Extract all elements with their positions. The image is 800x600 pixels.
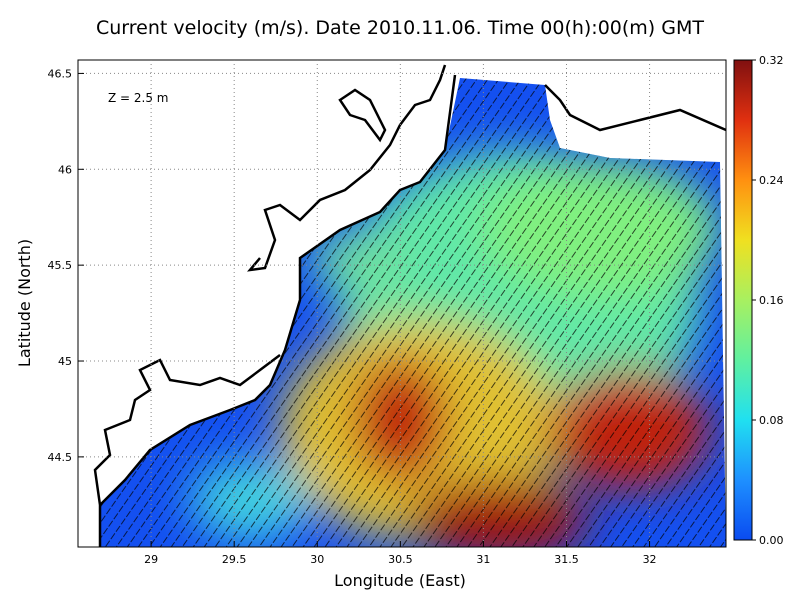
colorbar-scale	[733, 59, 753, 541]
y-tick-label: 46	[58, 163, 72, 176]
x-tick-label: 30	[310, 553, 324, 566]
colorbar-tick-label: 0.16	[759, 294, 784, 307]
depth-annotation: Z = 2.5 m	[108, 91, 169, 105]
y-tick-label: 46.5	[48, 67, 73, 80]
x-tick-label: 29	[144, 553, 158, 566]
x-tick-label: 31.5	[554, 553, 579, 566]
chart-title: Current velocity (m/s). Date 2010.11.06.…	[96, 17, 704, 39]
plot-frame	[77, 59, 727, 548]
x-axis-label: Longitude (East)	[334, 571, 466, 590]
colorbar-tick-label: 0.00	[759, 534, 784, 547]
x-tick-label: 30.5	[388, 553, 413, 566]
y-tick-label: 45.5	[48, 259, 73, 272]
colorbar-tick-label: 0.32	[759, 54, 784, 67]
x-tick-label: 29.5	[222, 553, 247, 566]
y-axis-label: Latitude (North)	[15, 239, 34, 367]
y-tick-label: 44.5	[48, 451, 73, 464]
x-tick-label: 32	[643, 553, 657, 566]
x-tick-label: 31	[476, 553, 490, 566]
colorbar-tick-label: 0.24	[759, 174, 784, 187]
coastline	[93, 64, 727, 547]
colorbar-tick-label: 0.08	[759, 414, 784, 427]
y-tick-label: 45	[58, 355, 72, 368]
colorbar: 0.00 0.08 0.16 0.24 0.32	[733, 54, 784, 547]
